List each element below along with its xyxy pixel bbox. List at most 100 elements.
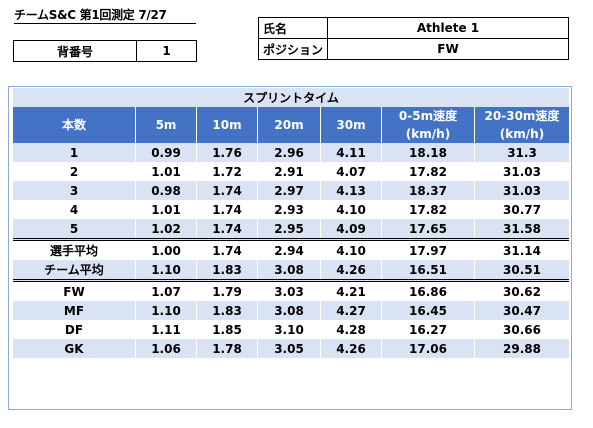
column-header: 0-5m速度 (km/h) [381, 107, 475, 143]
table-cell: 1.76 [196, 143, 258, 162]
table-cell: 3.08 [257, 301, 321, 320]
table-row: GK 1.06 1.78 3.05 4.26 17.06 29.88 [13, 339, 569, 358]
table-cell: 4.10 [320, 238, 382, 260]
row-label: 選手平均 [13, 238, 136, 260]
table-cell: 1.00 [135, 238, 197, 260]
table-cell: 1.10 [135, 260, 197, 281]
table-cell: 4.13 [320, 181, 382, 200]
table-cell: 3.08 [257, 260, 321, 281]
table-cell: 18.18 [381, 143, 475, 162]
row-label: 3 [13, 181, 136, 200]
table-cell: 30.77 [474, 200, 569, 219]
table-cell: 17.82 [381, 200, 475, 219]
row-label: FW [13, 279, 136, 301]
table-cell: 16.45 [381, 301, 475, 320]
row-label: DF [13, 320, 136, 339]
table-cell: 1.74 [196, 181, 258, 200]
position-value: FW [327, 38, 570, 60]
column-header: 30m [320, 107, 382, 143]
bib-value: 1 [136, 40, 197, 62]
table-cell: 4.07 [320, 162, 382, 181]
table-cell: 1.06 [135, 339, 197, 358]
table-cell: 4.11 [320, 143, 382, 162]
sprint-time-table: スプリントタイム 本数 5m 10m 20m 30m 0-5m速度 (km/h) 20-30m… [13, 88, 569, 358]
row-label: 5 [13, 219, 136, 240]
table-cell: 1.07 [135, 279, 197, 301]
table-cell: 1.01 [135, 162, 197, 181]
table-cell: 1.74 [196, 238, 258, 260]
table-cell: 17.65 [381, 219, 475, 240]
table-cell: 17.06 [381, 339, 475, 358]
table-cell: 1.02 [135, 219, 197, 240]
table-cell: 2.91 [257, 162, 321, 181]
column-header: 5m [135, 107, 197, 143]
table-row: FW 1.07 1.79 3.03 4.21 16.86 30.62 [13, 279, 569, 301]
position-label: ポジション [257, 38, 329, 60]
row-label: 2 [13, 162, 136, 181]
table-cell: 1.11 [135, 320, 197, 339]
table-cell: 1.72 [196, 162, 258, 181]
table-cell: 3.05 [257, 339, 321, 358]
row-label: MF [13, 301, 136, 320]
table-cell: 2.96 [257, 143, 321, 162]
table-cell: 1.01 [135, 200, 197, 219]
table-cell: 1.74 [196, 219, 258, 240]
table-header-row: 本数 5m 10m 20m 30m 0-5m速度 (km/h) 20-30m速度 (km/h) [13, 107, 569, 143]
table-cell: 1.85 [196, 320, 258, 339]
row-label: 1 [13, 143, 136, 162]
table-cell: 0.98 [135, 181, 197, 200]
table-row: チーム平均 1.10 1.83 3.08 4.26 16.51 30.51 [13, 260, 569, 281]
row-label: 4 [13, 200, 136, 219]
table-cell: 4.27 [320, 301, 382, 320]
bib-label: 背番号 [13, 40, 137, 62]
table-row: 選手平均 1.00 1.74 2.94 4.10 17.97 31.14 [13, 238, 569, 260]
table-cell: 30.51 [474, 260, 569, 281]
table-row: 3 0.98 1.74 2.97 4.13 18.37 31.03 [13, 181, 569, 200]
table-row: 5 1.02 1.74 2.95 4.09 17.65 31.58 [13, 219, 569, 240]
table-cell: 2.95 [257, 219, 321, 240]
athlete-info-box: 氏名 Athlete 1 ポジション FW [257, 17, 570, 60]
table-cell: 4.26 [320, 339, 382, 358]
table-cell: 4.09 [320, 219, 382, 240]
row-label: チーム平均 [13, 260, 136, 281]
report-title: チームS&C 第1回測定 7/27 [14, 7, 196, 24]
name-value: Athlete 1 [327, 17, 570, 39]
table-cell: 30.62 [474, 279, 569, 301]
table-cell: 1.78 [196, 339, 258, 358]
column-header: 20m [257, 107, 321, 143]
table-cell: 3.03 [257, 279, 321, 301]
table-cell: 0.99 [135, 143, 197, 162]
table-row: 4 1.01 1.74 2.93 4.10 17.82 30.77 [13, 200, 569, 219]
table-cell: 31.14 [474, 238, 569, 260]
table-cell: 1.79 [196, 279, 258, 301]
table-cell: 1.10 [135, 301, 197, 320]
table-cell: 1.83 [196, 260, 258, 281]
table-cell: 4.26 [320, 260, 382, 281]
table-cell: 2.93 [257, 200, 321, 219]
table-cell: 4.10 [320, 200, 382, 219]
table-row: MF 1.10 1.83 3.08 4.27 16.45 30.47 [13, 301, 569, 320]
column-header: 10m [196, 107, 258, 143]
table-cell: 31.3 [474, 143, 569, 162]
column-header: 本数 [13, 107, 136, 143]
column-header: 20-30m速度 (km/h) [474, 107, 569, 143]
table-cell: 17.97 [381, 238, 475, 260]
table-cell: 1.74 [196, 200, 258, 219]
name-label: 氏名 [257, 17, 329, 39]
table-cell: 4.21 [320, 279, 382, 301]
table-row: 2 1.01 1.72 2.91 4.07 17.82 31.03 [13, 162, 569, 181]
sprint-sheet-frame [8, 86, 572, 410]
table-cell: 16.51 [381, 260, 475, 281]
table-cell: 2.94 [257, 238, 321, 260]
table-cell: 31.58 [474, 219, 569, 240]
table-row: 1 0.99 1.76 2.96 4.11 18.18 31.3 [13, 143, 569, 162]
table-cell: 18.37 [381, 181, 475, 200]
table-cell: 16.27 [381, 320, 475, 339]
table-cell: 2.97 [257, 181, 321, 200]
table-row: DF 1.11 1.85 3.10 4.28 16.27 30.66 [13, 320, 569, 339]
table-cell: 30.47 [474, 301, 569, 320]
table-cell: 30.66 [474, 320, 569, 339]
table-cell: 31.03 [474, 181, 569, 200]
row-label: GK [13, 339, 136, 358]
table-cell: 3.10 [257, 320, 321, 339]
